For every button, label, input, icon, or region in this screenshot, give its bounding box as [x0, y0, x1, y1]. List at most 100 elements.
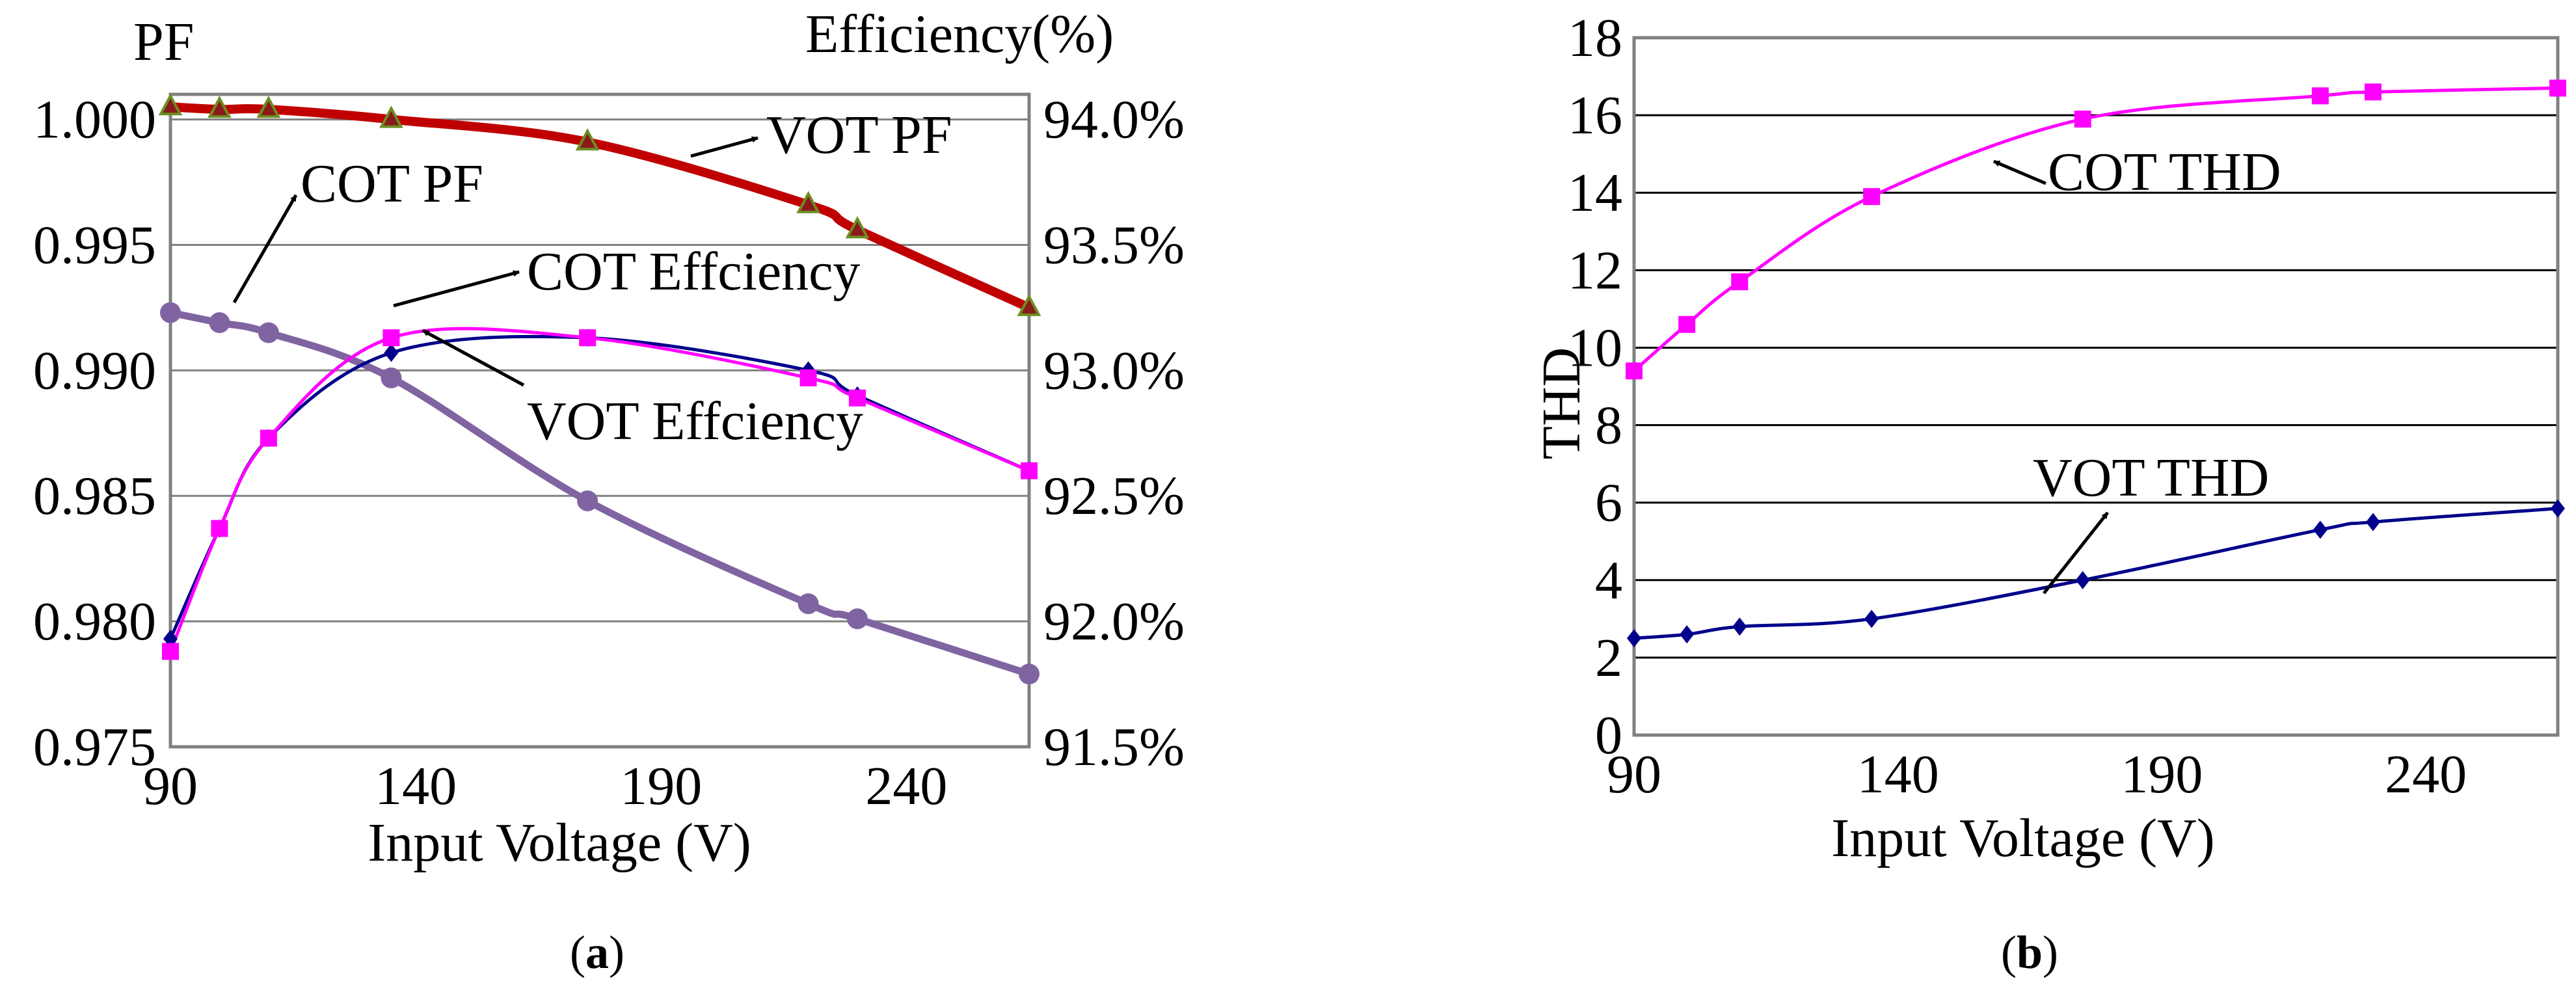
series-line-cot-thd	[1633, 86, 2558, 373]
data-point-vot-thd	[2366, 513, 2380, 531]
data-point-vot-thd	[1732, 617, 1747, 636]
chart-a-left-axis-title: PF	[133, 12, 194, 72]
data-point-cot-effciency	[579, 329, 597, 347]
data-point-vot-pf	[1017, 293, 1041, 316]
chart-b-y-tick-label: 14	[1568, 163, 1622, 223]
data-point-cot-pf	[209, 312, 230, 334]
data-point-cot-thd	[1678, 316, 1696, 333]
chart-a: 0.975 0.980 0.985 0.990 0.995 1.000 91.5% 92.0%…	[33, 4, 1185, 978]
data-point-cot-effciency	[799, 369, 817, 386]
chart-a-plot-frame	[168, 92, 1031, 749]
data-point-cot-pf	[798, 593, 819, 615]
chart-b-y-tick-label: 8	[1595, 396, 1622, 456]
panel-b-caption-letter: b	[2017, 926, 2043, 978]
annotation-vot-efficiency-label: VOT Effciency	[527, 391, 863, 451]
chart-b-y-tick-label: 16	[1568, 85, 1622, 146]
data-point-cot-pf	[160, 302, 181, 323]
data-point-cot-effciency	[162, 643, 179, 660]
annotation-cot-pf: COT PF	[232, 154, 483, 304]
annotation-vot-pf-label: VOT PF	[766, 105, 952, 165]
chart-b-data-points	[1626, 79, 2566, 648]
data-point-vot-pf	[575, 128, 600, 151]
data-point-vot-thd	[1680, 625, 1695, 644]
chart-a-x-tick-label: 140	[375, 756, 457, 816]
chart-b-x-tick-label: 90	[1607, 744, 1661, 805]
data-point-cot-pf	[258, 322, 279, 343]
chart-a-left-tick-label: 0.980	[33, 591, 156, 652]
chart-b: 0 2 4 6 8 10 12 14 16 18 90 140 190 240 THD Input Vol…	[1531, 8, 2566, 978]
chart-a-right-tick-label: 91.5%	[1043, 717, 1185, 777]
data-point-cot-effciency	[1021, 462, 1038, 479]
data-point-vot-effciency	[384, 343, 399, 362]
data-point-vot-pf	[796, 191, 820, 213]
chart-b-y-tick-label: 12	[1568, 240, 1622, 301]
chart-a-right-tick-label: 93.0%	[1043, 340, 1185, 401]
series-line-vot-effciency	[168, 334, 1031, 641]
data-point-vot-thd	[2313, 520, 2328, 539]
annotation-vot-thd-label: VOT THD	[2033, 448, 2269, 508]
data-point-cot-thd	[1863, 188, 1881, 206]
annotation-cot-pf-label: COT PF	[301, 154, 483, 214]
chart-a-data-points	[158, 93, 1041, 685]
data-point-vot-pf	[379, 105, 403, 128]
chart-b-y-tick-label: 0	[1595, 705, 1622, 766]
chart-a-left-tick-label: 0.975	[33, 717, 156, 777]
chart-b-x-tick-label: 140	[1857, 744, 1939, 805]
chart-a-right-tick-label: 93.5%	[1043, 215, 1185, 275]
series-line-cot-pf	[167, 309, 1033, 678]
data-point-cot-thd	[1731, 273, 1749, 291]
data-point-cot-thd	[2311, 87, 2329, 105]
chart-a-left-tick-label: 0.990	[33, 340, 156, 401]
panel-a-caption-letter: a	[585, 926, 609, 978]
annotation-cot-efficiency-label: COT Effciency	[527, 241, 860, 302]
data-point-vot-pf	[256, 95, 281, 118]
chart-b-tick-labels: 0 2 4 6 8 10 12 14 16 18 90 140 190 240	[1568, 8, 2467, 805]
data-point-cot-effciency	[260, 429, 277, 447]
data-point-vot-thd	[1864, 610, 1879, 628]
data-point-cot-effciency	[849, 389, 866, 407]
chart-b-y-tick-label: 2	[1595, 628, 1622, 688]
chart-a-left-tick-label: 1.000	[33, 90, 156, 150]
data-point-vot-pf	[208, 95, 232, 118]
data-point-cot-pf	[381, 367, 402, 388]
chart-a-right-axis-title: Efficiency(%)	[805, 4, 1114, 64]
panel-a-caption: (a)	[570, 926, 624, 978]
chart-a-right-tick-label: 92.5%	[1043, 466, 1185, 526]
chart-b-plot-frame	[1632, 36, 2560, 737]
data-point-cot-effciency	[211, 520, 228, 537]
data-point-cot-thd	[2365, 83, 2381, 101]
data-point-vot-thd	[1627, 629, 1641, 648]
data-point-vot-pf	[845, 216, 870, 239]
chart-a-left-tick-label: 0.985	[33, 466, 156, 526]
data-point-cot-pf	[577, 490, 598, 511]
data-point-vot-pf	[158, 93, 183, 116]
annotation-vot-thd: VOT THD	[2033, 448, 2269, 595]
chart-a-x-tick-label: 190	[620, 756, 702, 816]
chart-a-x-tick-label: 90	[143, 756, 198, 816]
chart-b-y-axis-title: THD	[1531, 347, 1592, 460]
chart-b-x-tick-label: 240	[2385, 744, 2467, 805]
data-point-cot-thd	[2074, 111, 2091, 128]
panel-b-caption: (b)	[2001, 926, 2058, 978]
annotation-cot-efficiency: COT Effciency	[393, 241, 860, 308]
chart-a-x-tick-label: 240	[865, 756, 947, 816]
data-point-cot-pf	[847, 608, 868, 630]
data-point-cot-effciency	[382, 329, 400, 347]
data-point-cot-thd	[2549, 79, 2566, 97]
chart-b-y-tick-label: 18	[1568, 8, 1622, 68]
annotation-cot-thd-label: COT THD	[2048, 142, 2281, 202]
chart-a-gridlines	[170, 118, 1029, 623]
chart-a-x-axis-title: Input Voltage (V)	[368, 813, 751, 873]
chart-b-y-tick-label: 4	[1595, 550, 1622, 611]
data-point-cot-thd	[1626, 362, 1643, 380]
annotation-cot-thd: COT THD	[1993, 142, 2281, 202]
chart-b-y-tick-label: 6	[1595, 473, 1622, 533]
chart-a-tick-labels: 0.975 0.980 0.985 0.990 0.995 1.000 91.5% 92.0%…	[33, 90, 1185, 816]
chart-b-y-tick-label: 10	[1568, 317, 1622, 378]
chart-a-left-tick-label: 0.995	[33, 215, 156, 275]
data-point-vot-thd	[2551, 499, 2565, 518]
chart-b-x-tick-label: 190	[2121, 744, 2203, 805]
chart-a-right-tick-label: 94.0%	[1043, 90, 1185, 150]
data-point-vot-thd	[2075, 571, 2090, 589]
